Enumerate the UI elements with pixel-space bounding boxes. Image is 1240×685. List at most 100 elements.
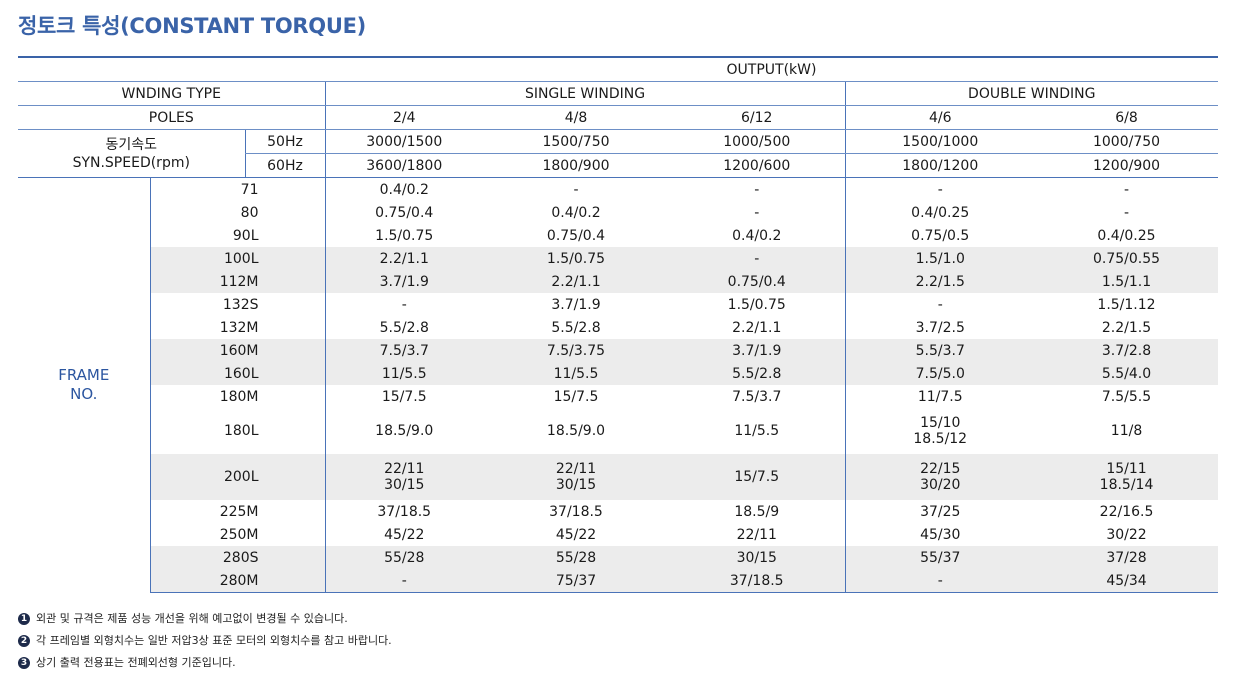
output-header-row: OUTPUT(kW) xyxy=(18,58,1219,82)
pole-cell: 6/12 xyxy=(669,105,845,130)
output-cell: - xyxy=(669,178,845,202)
winding-type-row: WNDING TYPE SINGLE WINDING DOUBLE WINDIN… xyxy=(18,81,1219,106)
sync-speed-label-kr: 동기속도 xyxy=(105,136,158,153)
table-row: 280S 55/28 55/28 30/15 55/37 37/28 xyxy=(18,546,1219,569)
title-rule xyxy=(18,56,1218,58)
output-cell: - xyxy=(844,569,1035,593)
output-value: 15/7.5 xyxy=(381,388,427,405)
output-cell: - xyxy=(483,178,669,202)
output-cell: 5.5/4.0 xyxy=(1035,362,1219,385)
output-value: - xyxy=(754,204,760,221)
footnote-text: 외관 및 규격은 제품 성능 개선을 위해 예고없이 변경될 수 있습니다. xyxy=(36,612,348,625)
output-value: 5.5/3.7 xyxy=(915,342,965,359)
output-cell: 11/5.5 xyxy=(324,362,483,385)
output-value: 5.5/2.8 xyxy=(379,319,429,336)
output-value: 7.5/3.7 xyxy=(732,388,782,405)
output-value: 55/37 xyxy=(920,549,961,566)
frame-cell: 180M xyxy=(149,385,325,408)
output-value: 18.5/9.0 xyxy=(375,423,434,439)
output-value: - xyxy=(937,572,943,589)
output-cell: 7.5/3.7 xyxy=(669,385,845,408)
output-value: 5.5/2.8 xyxy=(732,365,782,382)
speed60-cell: 3600/1800 xyxy=(324,153,483,178)
output-cell: 3.7/2.5 xyxy=(844,316,1035,339)
output-cell: 5.5/2.8 xyxy=(483,316,669,339)
output-cell: 55/28 xyxy=(324,546,483,569)
output-cell: 37/18.5 xyxy=(669,569,845,593)
output-value: 0.4/0.25 xyxy=(911,204,970,221)
output-cell: 3.7/1.9 xyxy=(324,270,483,293)
output-value: 15/11 xyxy=(1106,461,1147,477)
output-value: 7.5/5.5 xyxy=(1101,388,1152,405)
output-value: - xyxy=(401,572,407,589)
output-value: 22/16.5 xyxy=(1099,503,1154,520)
output-cell: 11/7.5 xyxy=(844,385,1035,408)
output-cell: - xyxy=(324,569,483,593)
output-cell: 7.5/3.75 xyxy=(483,339,669,362)
output-value: 45/22 xyxy=(555,526,597,543)
output-cell: 3.7/2.8 xyxy=(1035,339,1219,362)
output-value: 2.2/1.5 xyxy=(915,273,965,290)
footnote: 3 상기 출력 전용표는 전폐외선형 기준입니다. xyxy=(18,652,392,674)
table-row: 225M 37/18.5 37/18.5 18.5/9 37/25 22/16.5 xyxy=(18,500,1218,523)
output-cell: - xyxy=(1035,178,1218,202)
output-value: 3.7/2.8 xyxy=(1101,342,1152,359)
poles-row: POLES 2/4 4/8 6/12 4/6 6/8 xyxy=(18,105,1219,130)
output-value: 45/30 xyxy=(920,526,961,543)
output-cell: 5.5/2.8 xyxy=(324,316,483,339)
output-cell: 1.5/1.0 xyxy=(844,247,1035,270)
frame-cell: 80 xyxy=(149,201,325,224)
output-value: 0.75/0.55 xyxy=(1092,250,1161,267)
output-cell: - xyxy=(669,201,845,224)
output-cell: 37/25 xyxy=(844,500,1035,523)
output-value: 11/5.5 xyxy=(553,365,599,382)
output-label: OUTPUT(kW) xyxy=(325,58,1219,82)
output-cell: 7.5/5.0 xyxy=(844,362,1035,385)
output-cell: 0.75/0.5 xyxy=(844,224,1035,247)
output-value: - xyxy=(754,181,760,198)
winding-type-label: WNDING TYPE xyxy=(18,81,325,106)
output-cell: 1.5/0.75 xyxy=(324,224,483,247)
speed60-cell: 1800/900 xyxy=(483,153,669,178)
output-cell: 37/18.5 xyxy=(483,500,669,523)
output-cell: 37/18.5 xyxy=(324,500,483,523)
output-value: 1.5/1.1 xyxy=(1101,273,1152,290)
output-value: 37/25 xyxy=(920,503,961,520)
output-cell: 2.2/1.1 xyxy=(669,316,845,339)
output-cell: 1.5/1.1 xyxy=(1035,270,1219,293)
output-cell: 0.4/0.2 xyxy=(669,224,845,247)
output-value: 22/11 xyxy=(555,461,597,477)
output-value: 18.5/14 xyxy=(1099,477,1154,493)
output-cell: 55/37 xyxy=(844,546,1035,569)
constant-torque-table: OUTPUT(kW) WNDING TYPE SINGLE WINDING DO… xyxy=(18,58,1219,593)
speed-50hz-row: 동기속도 SYN.SPEED(rpm) 50Hz 3000/1500 1500/… xyxy=(18,129,1219,178)
output-value: - xyxy=(573,181,579,198)
output-value: 2.2/1.5 xyxy=(1101,319,1152,336)
output-value: 0.4/0.2 xyxy=(551,204,601,221)
speed60-cell: 1200/600 xyxy=(669,153,845,178)
output-value: 0.75/0.4 xyxy=(727,273,786,290)
output-value: 0.4/0.2 xyxy=(732,227,782,244)
speed50-cell: 3000/1500 xyxy=(324,129,483,154)
output-value: 11/8 xyxy=(1110,423,1143,439)
output-cell: 5.5/2.8 xyxy=(669,362,845,385)
output-value: 37/18.5 xyxy=(729,572,784,589)
table-row: 180L 18.5/9.0 18.5/9.0 11/5.5 15/10 18.5/12 11… xyxy=(18,408,1218,454)
table-row: 160M 7.5/3.7 7.5/3.75 3.7/1.9 5.5/3.7 3.7/2.8 xyxy=(18,339,1219,362)
table-row: 160L 11/5.5 11/5.5 5.5/2.8 7.5/5.0 5.5/4.0 xyxy=(18,362,1219,385)
output-value: 11/7.5 xyxy=(917,388,963,405)
output-value: 18.5/12 xyxy=(913,431,968,447)
output-cell: 15/10 18.5/12 xyxy=(844,408,1035,454)
table-row: 180M 15/7.5 15/7.5 7.5/3.7 11/7.5 7.5/5.5 xyxy=(18,385,1218,408)
output-value: - xyxy=(1123,204,1130,221)
output-value: 3.7/2.5 xyxy=(915,319,965,336)
output-value: 0.75/0.4 xyxy=(546,227,606,244)
output-value: 22/11 xyxy=(384,461,425,477)
output-cell: 15/7.5 xyxy=(483,385,669,408)
frame-no-label: FRAME NO. xyxy=(18,178,150,593)
output-value: 11/5.5 xyxy=(734,423,780,439)
output-cell: 55/28 xyxy=(483,546,669,569)
table-row: 250M 45/22 45/22 22/11 45/30 30/22 xyxy=(18,523,1218,546)
output-value: 2.2/1.1 xyxy=(732,319,782,336)
output-value: 0.4/0.25 xyxy=(1097,227,1156,244)
